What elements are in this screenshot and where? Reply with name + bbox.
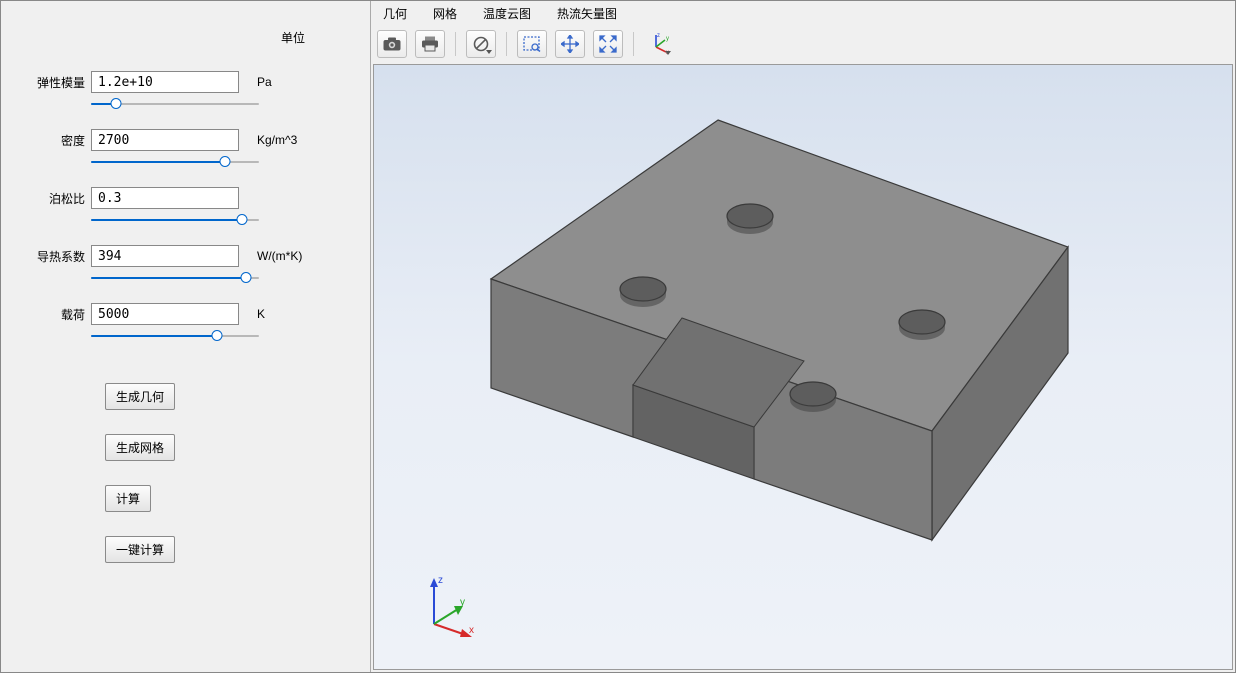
one-click-compute-button[interactable]: 一键计算 (105, 536, 175, 563)
pan-button[interactable] (555, 30, 585, 58)
print-icon (421, 36, 439, 52)
tab-heat-vec[interactable]: 热流矢量图 (557, 5, 617, 22)
param-row-elastic-modulus: 弹性模量 Pa (31, 71, 340, 93)
svg-text:z: z (438, 575, 443, 586)
density-input[interactable] (91, 129, 239, 151)
tab-mesh[interactable]: 网格 (433, 5, 457, 22)
orientation-dropdown[interactable]: z x y (644, 30, 674, 58)
svg-text:y: y (666, 36, 669, 42)
zoom-box-button[interactable] (517, 30, 547, 58)
load-slider[interactable] (91, 329, 259, 343)
action-button-group: 生成几何 生成网格 计算 一键计算 (105, 383, 340, 563)
param-row-density: 密度 Kg/m^3 (31, 129, 340, 151)
param-row-poisson: 泊松比 (31, 187, 340, 209)
param-unit: W/(m*K) (257, 249, 317, 263)
thermal-cond-slider[interactable] (91, 271, 259, 285)
tab-temp-cloud[interactable]: 温度云图 (483, 5, 531, 22)
toolbar-separator (633, 32, 634, 56)
generate-mesh-button[interactable]: 生成网格 (105, 434, 175, 461)
camera-icon (383, 37, 401, 51)
zoom-box-icon (523, 36, 541, 52)
param-label: 载荷 (31, 306, 91, 323)
svg-text:y: y (460, 597, 465, 608)
toolbar-separator (506, 32, 507, 56)
zoom-extents-button[interactable] (593, 30, 623, 58)
tab-geometry[interactable]: 几何 (383, 5, 407, 22)
load-input[interactable] (91, 303, 239, 325)
no-entry-icon (473, 36, 489, 52)
param-unit: Kg/m^3 (257, 133, 317, 147)
param-row-thermal-cond: 导热系数 W/(m*K) (31, 245, 340, 267)
svg-text:z: z (657, 33, 660, 39)
param-label: 导热系数 (31, 248, 91, 265)
unit-header-label: 单位 (281, 29, 305, 46)
compute-button[interactable]: 计算 (105, 485, 151, 512)
param-label: 弹性模量 (31, 74, 91, 91)
elastic-modulus-slider[interactable] (91, 97, 259, 111)
tab-bar: 几何 网格 温度云图 热流矢量图 (371, 1, 1235, 28)
print-button[interactable] (415, 30, 445, 58)
poisson-slider[interactable] (91, 213, 259, 227)
poisson-input[interactable] (91, 187, 239, 209)
axis-gizmo: z x y (414, 569, 484, 639)
generate-geometry-button[interactable]: 生成几何 (105, 383, 175, 410)
viewport-toolbar: z x y (371, 28, 1235, 62)
right-panel: 几何 网格 温度云图 热流矢量图 (371, 1, 1235, 672)
orient-axes-icon: z x y (648, 33, 670, 55)
param-label: 密度 (31, 132, 91, 149)
parameter-list: 弹性模量 Pa 密度 Kg/m^3 泊松比 (31, 71, 340, 343)
param-unit: Pa (257, 75, 317, 89)
svg-text:x: x (666, 50, 669, 55)
pan-icon (561, 35, 579, 53)
elastic-modulus-input[interactable] (91, 71, 239, 93)
param-row-load: 载荷 K (31, 303, 340, 325)
thermal-cond-input[interactable] (91, 245, 239, 267)
app-root: 单位 弹性模量 Pa 密度 Kg/m^3 (0, 0, 1236, 673)
viewport-3d[interactable]: z x y (373, 64, 1233, 670)
snapshot-button[interactable] (377, 30, 407, 58)
svg-text:x: x (469, 625, 474, 636)
param-label: 泊松比 (31, 190, 91, 207)
hide-show-dropdown[interactable] (466, 30, 496, 58)
param-unit: K (257, 307, 317, 321)
left-panel: 单位 弹性模量 Pa 密度 Kg/m^3 (1, 1, 371, 672)
toolbar-separator (455, 32, 456, 56)
density-slider[interactable] (91, 155, 259, 169)
model-3d (374, 65, 1233, 655)
zoom-extents-icon (599, 35, 617, 53)
